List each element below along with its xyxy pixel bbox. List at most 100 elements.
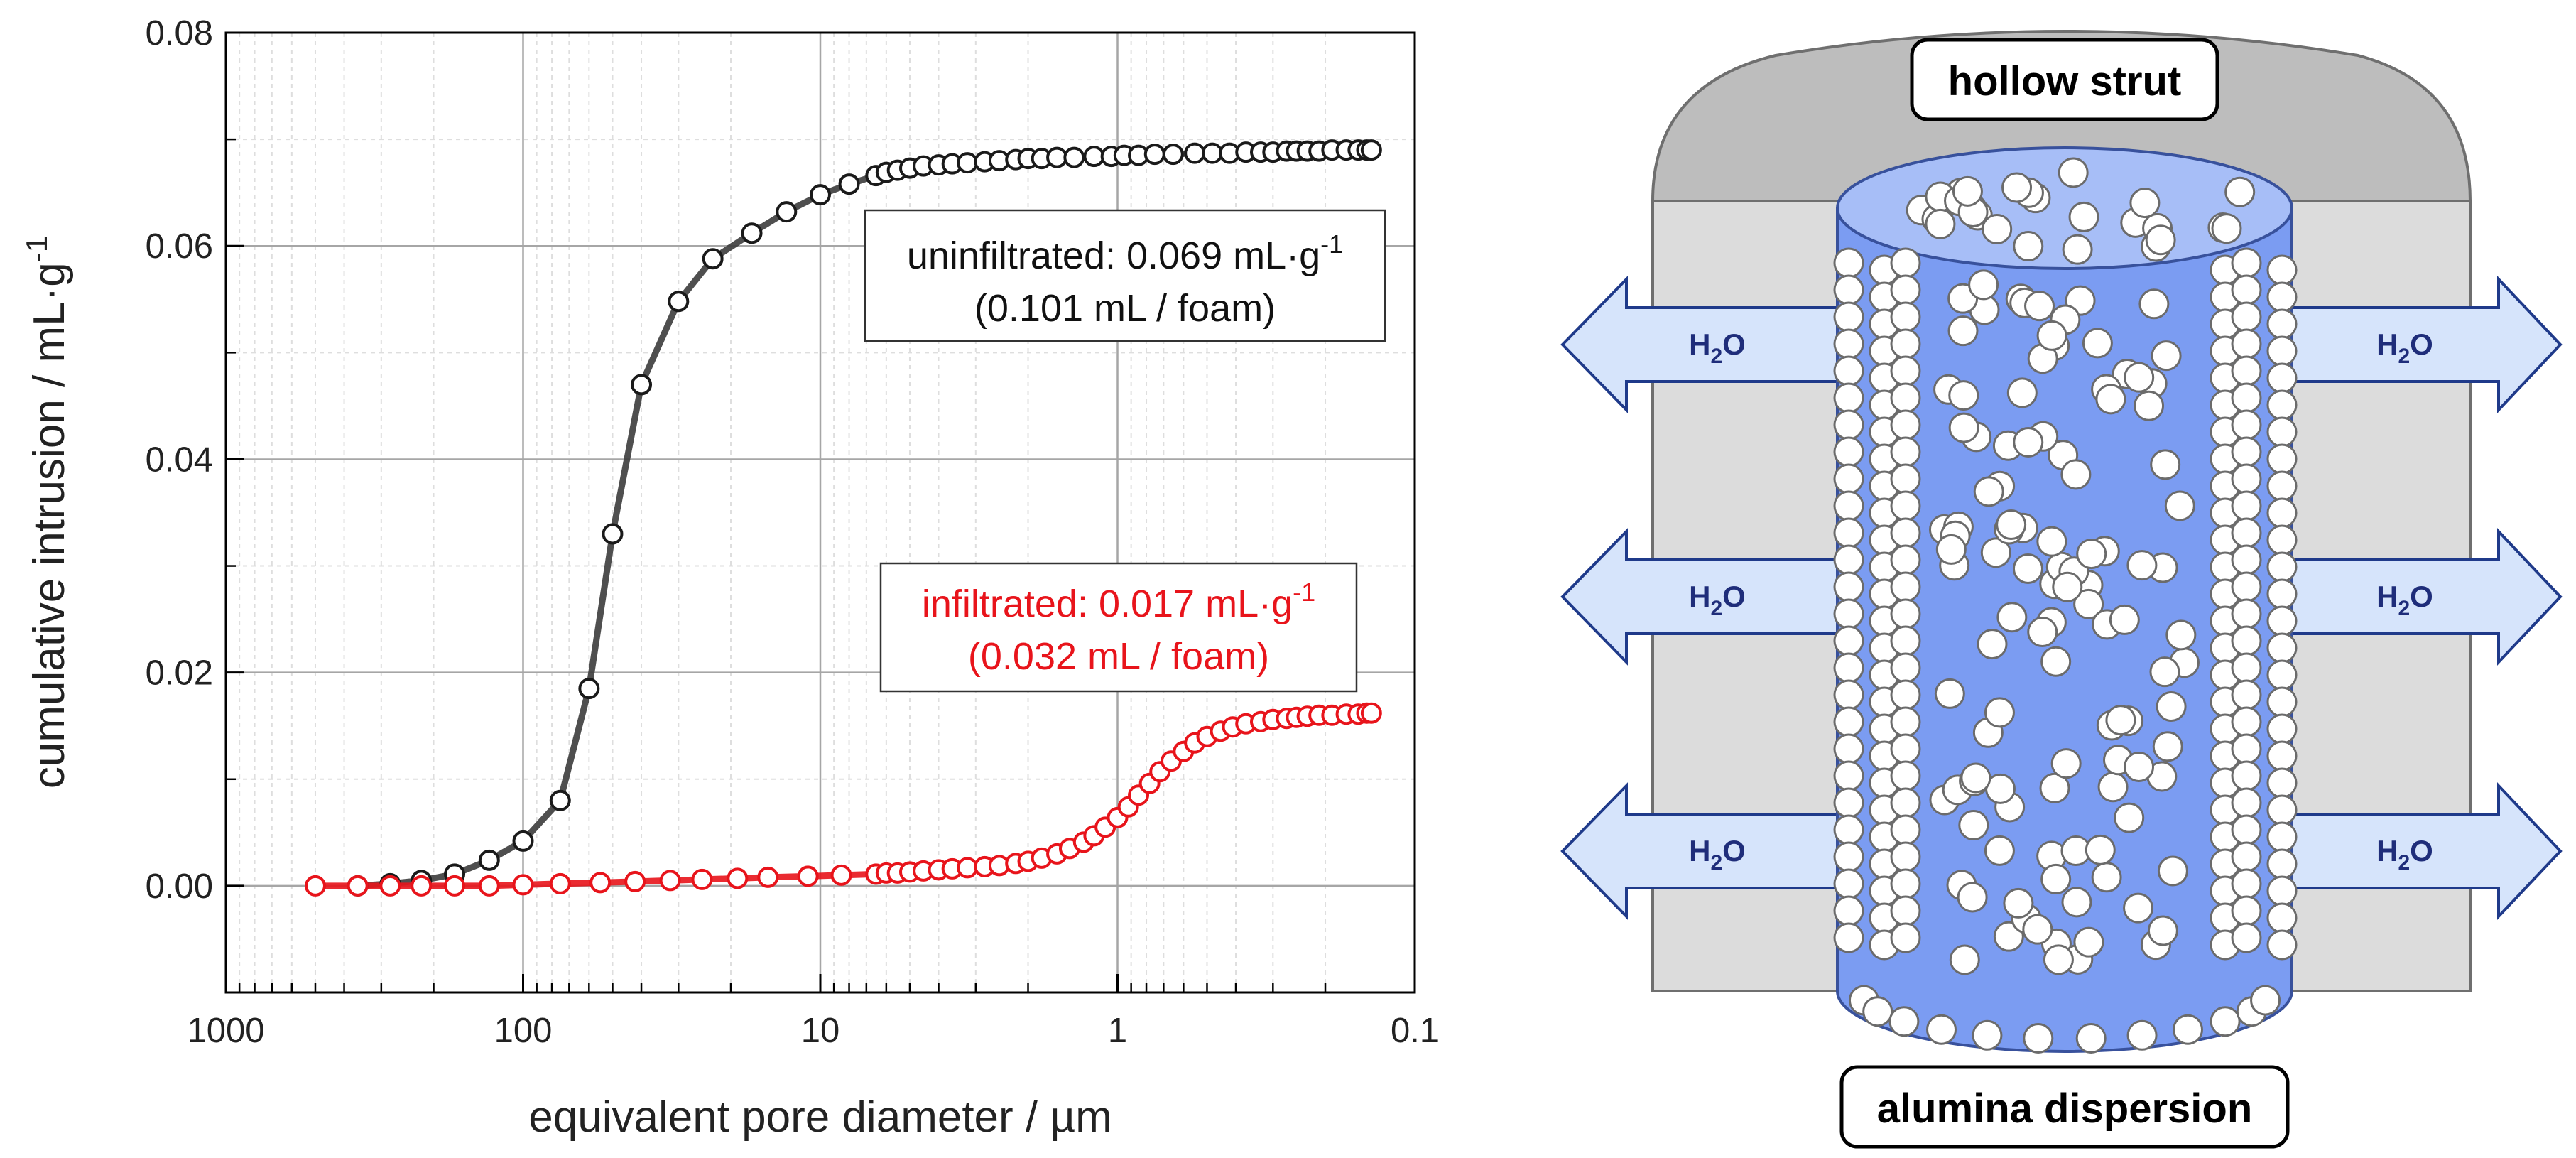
particle — [1947, 315, 1979, 347]
particle — [2266, 254, 2298, 286]
particle — [1973, 476, 2004, 507]
particle — [1833, 517, 1864, 548]
uninfiltrated-data-point — [1083, 146, 1105, 168]
infiltrated-data-point — [1360, 702, 1382, 724]
particle — [2073, 926, 2104, 958]
particle — [1833, 922, 1864, 953]
particle — [1833, 787, 1864, 818]
particle — [2114, 802, 2145, 833]
particle — [2013, 231, 2044, 262]
particle — [1890, 544, 1921, 575]
particle — [2138, 288, 2170, 320]
particle — [2231, 463, 2262, 494]
infiltrated-annotation-line2: (0.032 mL / foam) — [968, 635, 1269, 678]
infiltrated-data-point — [444, 875, 466, 897]
particle — [1952, 175, 1983, 207]
particle — [2157, 855, 2188, 887]
uninfiltrated-data-point — [1063, 146, 1085, 168]
particle — [2231, 895, 2262, 926]
particle — [2126, 550, 2158, 581]
particle — [1833, 733, 1864, 764]
particle — [1977, 629, 2008, 660]
particle — [2082, 328, 2113, 359]
uninfiltrated-annotation-line1: uninfiltrated: 0.069 mL·g-1 — [907, 229, 1343, 277]
particle — [2231, 787, 2262, 818]
particle — [2231, 733, 2262, 764]
infiltrated-data-point — [624, 870, 646, 892]
particle — [1890, 922, 1921, 953]
particle — [2231, 571, 2262, 602]
particle — [2105, 705, 2136, 736]
particle — [1890, 490, 1921, 521]
particle — [1890, 841, 1921, 872]
particle — [2224, 176, 2256, 207]
h2o-arrow-right-3-label: H2O — [2376, 834, 2433, 875]
particle — [2147, 915, 2178, 946]
y-tick-label: 0.00 — [146, 867, 213, 906]
particle — [2266, 605, 2298, 637]
h2o-arrow-left-3-label: H2O — [1689, 834, 1746, 875]
particle — [1833, 382, 1864, 413]
particle — [1890, 679, 1921, 710]
y-tick-label: 0.04 — [146, 440, 213, 479]
h2o-arrow-right-1: H2O — [2290, 275, 2563, 414]
particle — [2172, 1014, 2203, 1045]
infiltrated-data-point — [727, 867, 749, 889]
particle — [1890, 382, 1921, 413]
uninfiltrated-data-point — [512, 830, 534, 852]
particle — [1890, 760, 1921, 791]
particle — [2022, 914, 2053, 945]
infiltrated-data-point — [659, 870, 681, 892]
particle — [2076, 539, 2107, 570]
infiltrated-data-point — [797, 865, 819, 887]
particle — [2231, 814, 2262, 845]
particle — [2231, 517, 2262, 548]
particle — [2012, 553, 2043, 584]
particle — [2266, 470, 2298, 502]
particle — [2040, 863, 2072, 894]
infiltrated-data-point — [478, 875, 500, 897]
x-axis-label: equivalent pore diameter / µm — [528, 1093, 1112, 1142]
particle — [1833, 463, 1864, 494]
infiltrated-annotation-box — [879, 562, 1358, 693]
particle — [2036, 320, 2067, 351]
particle — [2266, 389, 2298, 421]
uninfiltrated-data-point — [838, 173, 860, 195]
particle — [2068, 201, 2099, 232]
particle — [1890, 301, 1921, 332]
particle — [2266, 767, 2298, 799]
particle — [1833, 328, 1864, 359]
particle — [1958, 809, 1989, 840]
hollow-strut-label: hollow strut — [1948, 58, 2182, 104]
particle — [2231, 679, 2262, 710]
data-points — [304, 139, 1382, 897]
particle — [2266, 416, 2298, 448]
particle — [1890, 895, 1921, 926]
uninfiltrated-data-point — [1201, 142, 1223, 164]
particle — [2134, 390, 2165, 421]
particle — [1890, 814, 1921, 845]
h2o-arrow-right-3-shape — [2290, 781, 2563, 921]
particle — [1890, 517, 1921, 548]
particle — [1890, 274, 1921, 305]
particle — [2231, 652, 2262, 683]
uninfiltrated-data-point — [810, 184, 831, 206]
particle — [2266, 929, 2298, 961]
uninfiltrated-data-point — [478, 849, 500, 871]
uninfiltrated-data-point — [1184, 142, 1206, 164]
uninfiltrated-annotation-box — [864, 209, 1386, 342]
particle — [2058, 157, 2089, 188]
particle — [2266, 443, 2298, 475]
particle — [1833, 598, 1864, 629]
particle — [1833, 841, 1864, 872]
particle — [2126, 1019, 2158, 1051]
uninfiltrated-data-point — [702, 248, 724, 270]
particle — [2266, 659, 2298, 691]
particle — [1833, 814, 1864, 845]
alumina-dispersion-label: alumina dispersion — [1877, 1086, 2253, 1132]
alumina-particles — [1833, 157, 2298, 1054]
infiltrated-annotation-line1: infiltrated: 0.017 mL·g-1 — [922, 578, 1315, 625]
infiltrated-data-point — [512, 874, 534, 896]
infiltrated-data-point — [304, 875, 326, 897]
tick-labels: 1000 100 10 1 0.1 0.00 0.02 0.04 0.06 0.08 — [146, 14, 1439, 1050]
